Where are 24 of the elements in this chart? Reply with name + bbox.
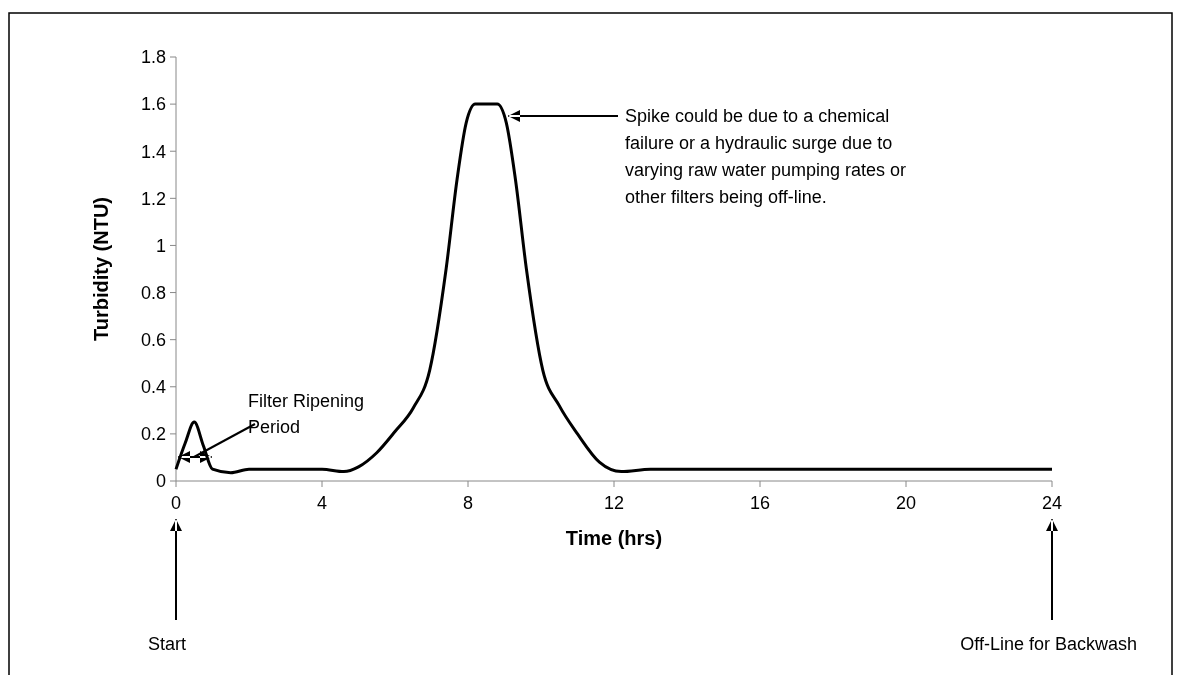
y-tick-label: 0.8 — [140, 282, 166, 303]
x-tick-label: 12 — [603, 493, 625, 513]
x-tick-label: 16 — [749, 493, 771, 513]
y-tick-label: 0.6 — [140, 329, 166, 350]
y-tick-label: 0 — [155, 471, 166, 492]
x-tick-label: 4 — [316, 493, 328, 513]
y-tick-label: 1.8 — [140, 47, 166, 68]
x-tick-label: 0 — [170, 493, 182, 513]
text: Off-Line for Backwash — [960, 634, 1137, 654]
y-tick-label: 1.4 — [140, 141, 166, 162]
y-tick-label: 1 — [155, 235, 166, 256]
y-tick-label: 0.4 — [140, 377, 166, 398]
y-tick-label: 1.6 — [140, 94, 166, 115]
annotation: Filter Ripening Period — [248, 391, 365, 437]
x-tick-label: 24 — [1041, 493, 1063, 513]
x-tick-label: 20 — [895, 493, 917, 513]
x-axis-title: Time (hrs) — [565, 527, 663, 549]
y-tick-label: 1.2 — [140, 188, 166, 209]
annotation: Spike could be due to a chemical failure or a hydraulic surge due to varying raw water pumping rates or other filters being off-line. — [625, 106, 907, 207]
y-axis-title: Turbidity (NTU) — [90, 196, 112, 342]
text: Start — [148, 634, 187, 654]
y-tick-label: 0.2 — [140, 424, 166, 445]
x-tick-label: 8 — [462, 493, 474, 513]
line-series — [174, 102, 1054, 475]
